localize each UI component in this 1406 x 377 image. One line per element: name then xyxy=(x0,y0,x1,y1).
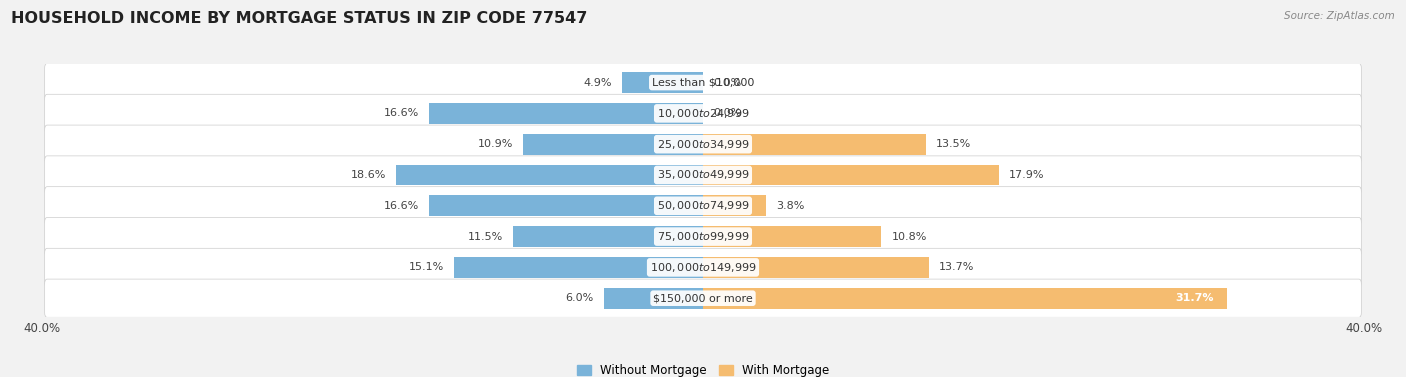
Text: 16.6%: 16.6% xyxy=(384,201,419,211)
Text: $100,000 to $149,999: $100,000 to $149,999 xyxy=(650,261,756,274)
Bar xyxy=(523,134,703,155)
Text: Source: ZipAtlas.com: Source: ZipAtlas.com xyxy=(1284,11,1395,21)
Bar xyxy=(429,103,703,124)
Text: 6.0%: 6.0% xyxy=(565,293,593,303)
Bar xyxy=(703,195,766,216)
Bar xyxy=(605,288,703,309)
Bar xyxy=(703,288,1226,309)
Text: 15.1%: 15.1% xyxy=(408,262,444,273)
Text: $150,000 or more: $150,000 or more xyxy=(654,293,752,303)
FancyBboxPatch shape xyxy=(45,156,1361,194)
FancyBboxPatch shape xyxy=(45,218,1361,256)
Bar xyxy=(703,257,929,278)
Text: 10.8%: 10.8% xyxy=(891,231,927,242)
Text: 3.8%: 3.8% xyxy=(776,201,804,211)
Text: 13.7%: 13.7% xyxy=(939,262,974,273)
FancyBboxPatch shape xyxy=(45,187,1361,225)
Bar xyxy=(703,134,927,155)
FancyBboxPatch shape xyxy=(45,94,1361,132)
Text: $35,000 to $49,999: $35,000 to $49,999 xyxy=(657,169,749,181)
Bar xyxy=(454,257,703,278)
Text: 11.5%: 11.5% xyxy=(468,231,503,242)
FancyBboxPatch shape xyxy=(45,63,1361,102)
Text: 31.7%: 31.7% xyxy=(1175,293,1213,303)
Text: $10,000 to $24,999: $10,000 to $24,999 xyxy=(657,107,749,120)
Text: 16.6%: 16.6% xyxy=(384,108,419,118)
Text: 4.9%: 4.9% xyxy=(583,78,612,87)
Text: 0.0%: 0.0% xyxy=(713,78,741,87)
Text: 13.5%: 13.5% xyxy=(936,139,972,149)
Bar xyxy=(703,164,998,185)
Text: 0.0%: 0.0% xyxy=(713,108,741,118)
Bar xyxy=(621,72,703,93)
FancyBboxPatch shape xyxy=(45,279,1361,317)
Bar xyxy=(513,226,703,247)
FancyBboxPatch shape xyxy=(45,125,1361,163)
Legend: Without Mortgage, With Mortgage: Without Mortgage, With Mortgage xyxy=(572,359,834,377)
Text: 10.9%: 10.9% xyxy=(478,139,513,149)
Bar xyxy=(703,226,882,247)
Text: 18.6%: 18.6% xyxy=(350,170,385,180)
Text: HOUSEHOLD INCOME BY MORTGAGE STATUS IN ZIP CODE 77547: HOUSEHOLD INCOME BY MORTGAGE STATUS IN Z… xyxy=(11,11,588,26)
FancyBboxPatch shape xyxy=(45,248,1361,287)
Text: $50,000 to $74,999: $50,000 to $74,999 xyxy=(657,199,749,212)
Text: 17.9%: 17.9% xyxy=(1008,170,1045,180)
Text: $25,000 to $34,999: $25,000 to $34,999 xyxy=(657,138,749,151)
Text: $75,000 to $99,999: $75,000 to $99,999 xyxy=(657,230,749,243)
Text: Less than $10,000: Less than $10,000 xyxy=(652,78,754,87)
Bar xyxy=(395,164,703,185)
Bar xyxy=(429,195,703,216)
